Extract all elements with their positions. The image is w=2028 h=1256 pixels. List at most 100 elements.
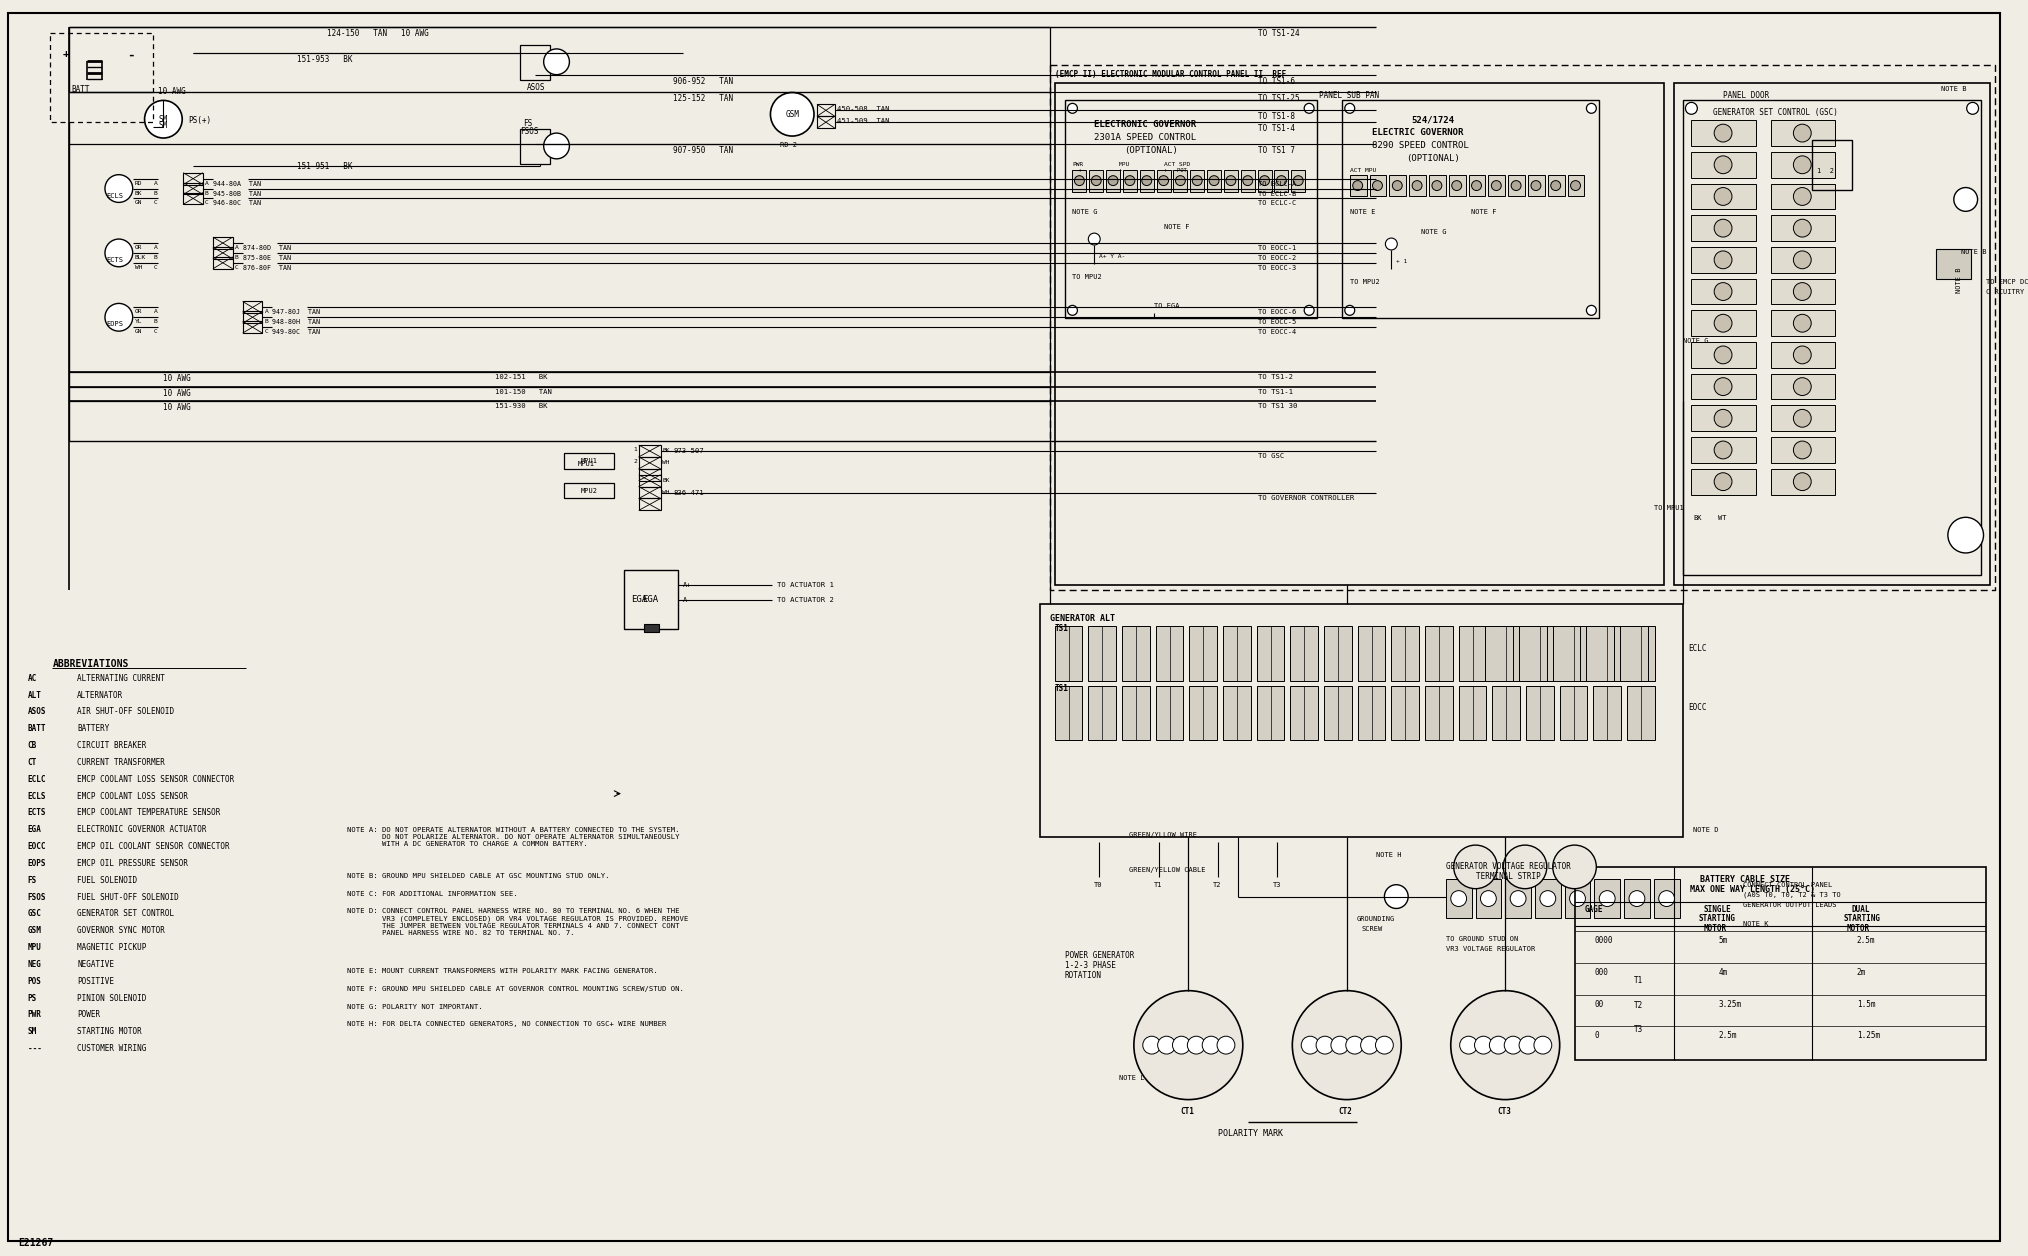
Text: E21267: E21267 <box>18 1238 53 1248</box>
Text: A: A <box>154 181 158 186</box>
Bar <box>1560 686 1588 740</box>
Text: 906-952   TAN: 906-952 TAN <box>673 77 734 85</box>
Text: 5m: 5m <box>1718 936 1728 946</box>
Bar <box>1493 627 1521 681</box>
Bar <box>1121 627 1150 681</box>
Text: GENERATOR VOLTAGE REGULATOR: GENERATOR VOLTAGE REGULATOR <box>1446 862 1570 870</box>
Text: B: B <box>154 191 158 196</box>
Bar <box>1468 175 1484 196</box>
Text: YL: YL <box>134 319 142 324</box>
Text: T2: T2 <box>1213 882 1221 888</box>
Circle shape <box>1385 884 1407 908</box>
Text: ROTATION: ROTATION <box>1065 971 1101 980</box>
Text: NOTE F: GROUND MPU SHIELDED CABLE AT GOVERNOR CONTROL MOUNTING SCREW/STUD ON.: NOTE F: GROUND MPU SHIELDED CABLE AT GOV… <box>347 986 683 992</box>
Text: ALTERNATOR: ALTERNATOR <box>77 691 124 700</box>
Circle shape <box>1126 176 1136 186</box>
Text: -: - <box>128 49 134 62</box>
Text: - +: - + <box>1073 168 1083 173</box>
Text: 151-953   BK: 151-953 BK <box>296 55 353 64</box>
Text: 3.25m: 3.25m <box>1718 1000 1742 1009</box>
Circle shape <box>1353 181 1363 191</box>
Text: TO TS1-8: TO TS1-8 <box>1257 112 1294 122</box>
Text: GSM: GSM <box>28 926 43 936</box>
Bar <box>1691 121 1756 146</box>
Text: ACT SPD: ACT SPD <box>1164 162 1190 167</box>
Circle shape <box>1259 176 1270 186</box>
Bar <box>1055 686 1083 740</box>
Text: 151-951   BK: 151-951 BK <box>296 162 353 171</box>
Text: AIR SHUT-OFF SOLENOID: AIR SHUT-OFF SOLENOID <box>77 707 174 716</box>
Circle shape <box>105 175 132 202</box>
Bar <box>1446 879 1472 918</box>
Bar <box>1055 83 1663 584</box>
Text: CB: CB <box>28 741 37 750</box>
Circle shape <box>1793 314 1811 332</box>
Bar <box>1770 342 1835 368</box>
Bar <box>1156 627 1184 681</box>
Bar <box>1458 686 1487 740</box>
Bar <box>1594 627 1620 681</box>
Bar <box>1770 152 1835 177</box>
Bar <box>1624 879 1651 918</box>
Text: EMCP COOLANT TEMPERATURE SENSOR: EMCP COOLANT TEMPERATURE SENSOR <box>77 809 221 818</box>
Text: TO TS1 7: TO TS1 7 <box>1257 146 1294 154</box>
Text: C: C <box>205 201 209 206</box>
Text: NOTE G: POLARITY NOT IMPORTANT.: NOTE G: POLARITY NOT IMPORTANT. <box>347 1004 483 1010</box>
Text: TO MPU2: TO MPU2 <box>1351 279 1379 285</box>
Circle shape <box>1539 891 1555 907</box>
Text: FUEL SOLENOID: FUEL SOLENOID <box>77 875 138 884</box>
Bar <box>1770 279 1835 304</box>
Text: CT3: CT3 <box>1497 1107 1511 1115</box>
Text: EMCP COOLANT LOSS SENSOR: EMCP COOLANT LOSS SENSOR <box>77 791 189 800</box>
Text: PANEL SUB PAN: PANEL SUB PAN <box>1318 90 1379 99</box>
Circle shape <box>1176 176 1184 186</box>
Text: SM: SM <box>28 1027 37 1036</box>
Bar <box>1560 627 1588 681</box>
Text: 0000: 0000 <box>1594 936 1612 946</box>
Text: 124-150   TAN   10 AWG: 124-150 TAN 10 AWG <box>327 29 428 38</box>
Bar <box>1089 170 1103 191</box>
Bar <box>1770 215 1835 241</box>
Circle shape <box>1107 176 1117 186</box>
Bar <box>639 499 661 510</box>
Text: NOTE K: NOTE K <box>1742 922 1768 927</box>
Circle shape <box>1714 472 1732 491</box>
Bar <box>1691 247 1756 273</box>
Bar <box>1223 686 1251 740</box>
Text: 524/1724: 524/1724 <box>1411 116 1454 124</box>
Bar <box>1274 170 1288 191</box>
Text: 944-80A  TAN: 944-80A TAN <box>213 181 262 187</box>
Circle shape <box>1793 409 1811 427</box>
Bar <box>1626 627 1655 681</box>
Circle shape <box>1385 239 1397 250</box>
Text: A: A <box>205 181 209 186</box>
Bar <box>1691 374 1756 399</box>
Text: 1  2: 1 2 <box>1817 168 1833 173</box>
Text: NOTE E: NOTE E <box>1351 210 1375 215</box>
Text: ALT: ALT <box>28 691 43 700</box>
Text: TO TS1 30: TO TS1 30 <box>1257 403 1298 409</box>
Text: 451-509  TAN: 451-509 TAN <box>838 118 890 124</box>
Bar <box>1653 879 1679 918</box>
Circle shape <box>1531 181 1541 191</box>
Text: BATTERY: BATTERY <box>77 725 110 734</box>
Text: PWR: PWR <box>28 1011 43 1020</box>
Text: 2.5m: 2.5m <box>1858 936 1876 946</box>
Text: OR: OR <box>134 309 142 314</box>
Text: TO TS1-4: TO TS1-4 <box>1257 124 1294 133</box>
Bar <box>1369 175 1387 196</box>
Text: 0: 0 <box>1594 1031 1598 1040</box>
Text: NOTE G: NOTE G <box>1422 229 1446 235</box>
Text: CIRCUIT BREAKER: CIRCUIT BREAKER <box>77 741 146 750</box>
Bar <box>1691 342 1756 368</box>
Bar <box>1525 686 1553 740</box>
Bar <box>1040 604 1683 838</box>
Text: FSOS: FSOS <box>28 893 47 902</box>
Text: +: + <box>63 49 69 59</box>
Circle shape <box>1144 1036 1160 1054</box>
Text: ELECTRONIC GOVERNOR ACTUATOR: ELECTRONIC GOVERNOR ACTUATOR <box>77 825 207 834</box>
Text: 948-80H  TAN: 948-80H TAN <box>272 319 320 325</box>
Text: BK: BK <box>663 448 669 453</box>
Text: 10 AWG: 10 AWG <box>164 374 191 383</box>
Bar <box>213 247 233 259</box>
